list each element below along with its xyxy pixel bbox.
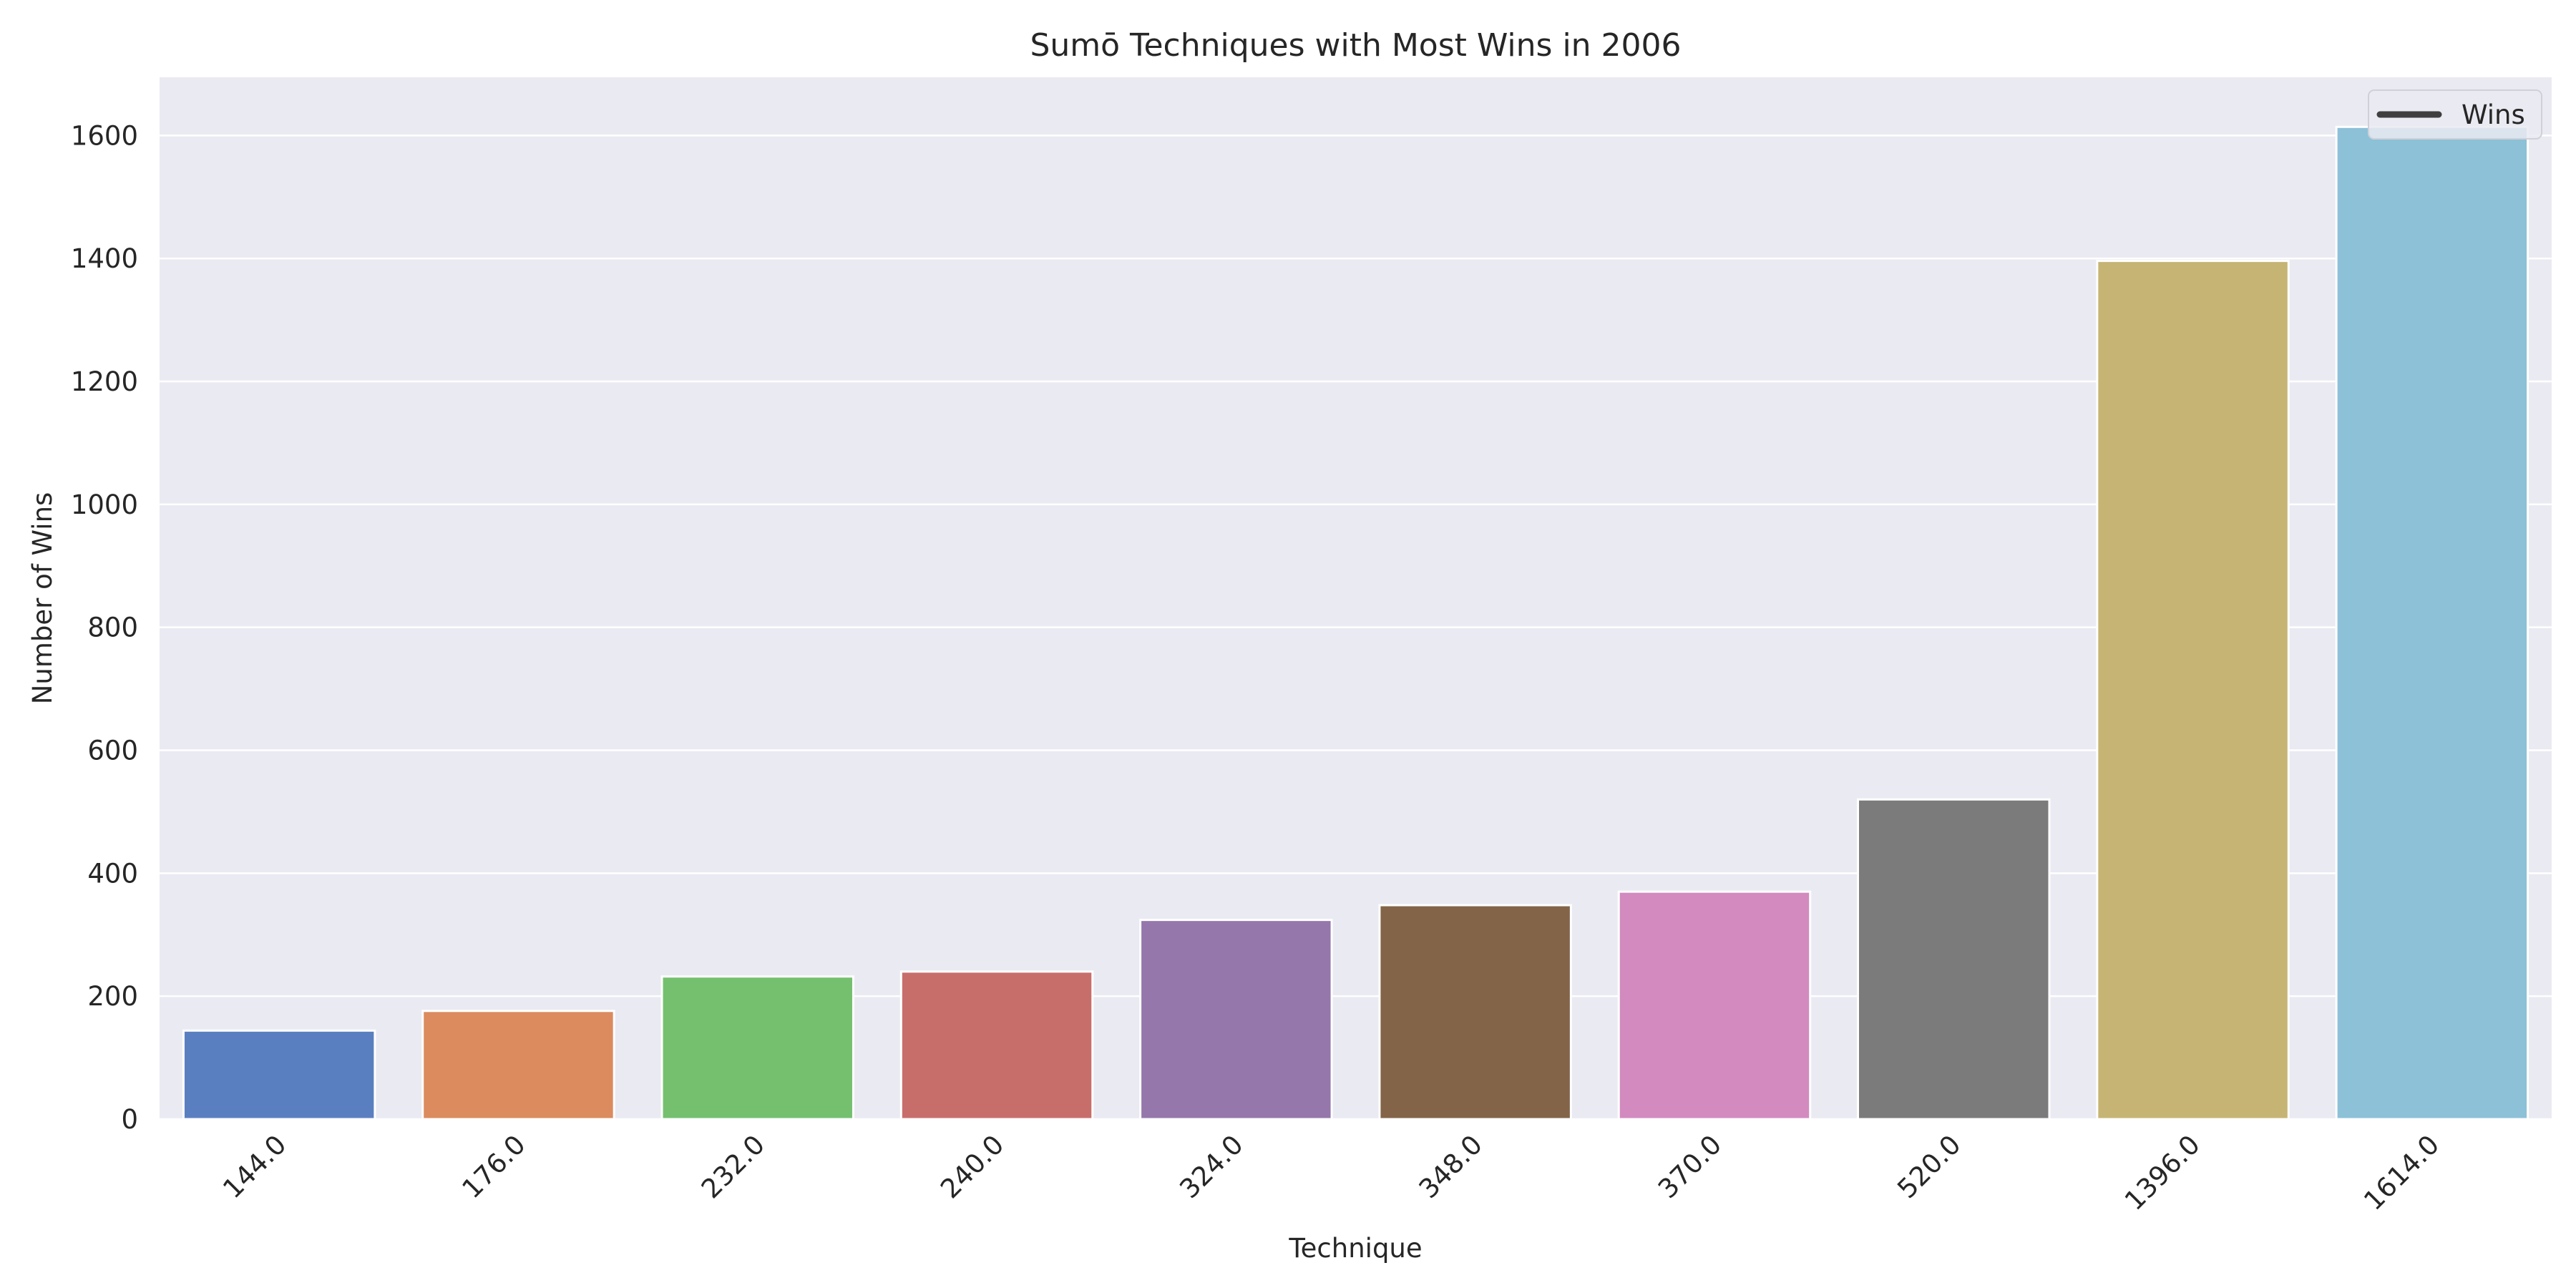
y-axis-ticks: 0 200 400 600 800 1000 1200 1400 1600: [71, 120, 138, 1135]
chart-title: Sumō Techniques with Most Wins in 2006: [1030, 27, 1681, 64]
x-tick-label: 370.0: [1652, 1129, 1727, 1204]
bar: [1378, 904, 1572, 1121]
bars: [182, 125, 2529, 1121]
y-axis-label: Number of Wins: [27, 492, 58, 705]
x-tick-label: 324.0: [1174, 1129, 1249, 1204]
y-tick-label: 1200: [71, 366, 138, 397]
bar: [421, 1010, 615, 1121]
x-tick-label: 520.0: [1891, 1129, 1966, 1204]
y-tick-label: 0: [121, 1104, 138, 1135]
bar: [899, 970, 1094, 1121]
x-tick-label: 1614.0: [2358, 1129, 2445, 1216]
y-tick-label: 200: [87, 981, 138, 1012]
bar: [2096, 260, 2290, 1121]
x-tick-label: 176.0: [456, 1129, 531, 1204]
x-tick-label: 348.0: [1413, 1129, 1488, 1204]
y-tick-label: 1400: [71, 243, 138, 274]
bar: [1857, 798, 2051, 1121]
legend-label: Wins: [2462, 99, 2525, 130]
bar: [182, 1029, 376, 1121]
y-tick-label: 1000: [71, 489, 138, 520]
x-axis-label: Technique: [1288, 1233, 1422, 1264]
legend-box: [2368, 89, 2542, 140]
bar: [1617, 890, 1812, 1121]
bar: [1139, 919, 1333, 1121]
legend: Wins: [2368, 89, 2542, 140]
y-tick-label: 600: [87, 736, 138, 766]
x-tick-label: 144.0: [217, 1129, 292, 1204]
x-tick-label: 1396.0: [2119, 1129, 2206, 1216]
y-tick-label: 1600: [71, 120, 138, 151]
y-tick-label: 800: [87, 613, 138, 643]
x-tick-label: 240.0: [935, 1129, 1010, 1204]
y-tick-label: 400: [87, 858, 138, 889]
bar: [2335, 125, 2529, 1121]
x-axis-ticks: 144.0 176.0 232.0 240.0 324.0 348.0 370.0 520.0…: [217, 1129, 2445, 1216]
bar: [660, 975, 854, 1121]
x-tick-label: 232.0: [696, 1129, 771, 1204]
